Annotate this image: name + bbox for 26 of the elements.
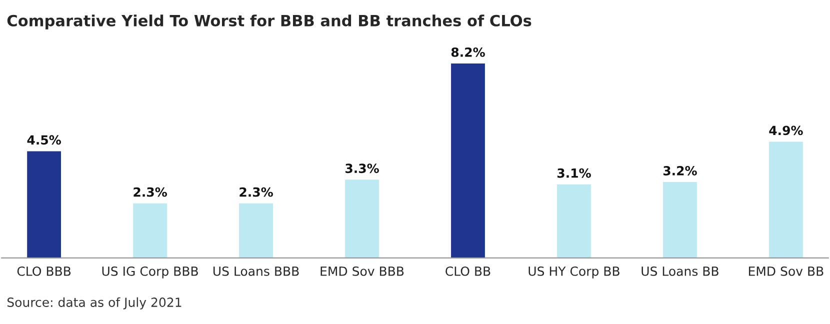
x-tick-label: US HY Corp BB: [528, 266, 620, 278]
x-tick-label: CLO BBB: [17, 266, 71, 276]
data-label: 4.9%: [769, 126, 803, 136]
bar: [345, 180, 379, 258]
bar: [557, 184, 591, 258]
x-tick-label: US IG Corp BBB: [102, 266, 198, 278]
bar: [239, 203, 273, 258]
data-label: 3.3%: [346, 164, 379, 174]
data-label: 8.2%: [451, 47, 485, 57]
data-label: 4.5%: [27, 135, 61, 145]
x-tick-label: US Loans BBB: [213, 266, 299, 276]
chart-title: Comparative Yield To Worst for BBB and BB tranches of CLOs: [7, 14, 532, 30]
bar: [451, 64, 485, 258]
x-tick-label: EMD Sov BBB: [320, 266, 404, 276]
x-tick-label: US Loans BB: [642, 266, 718, 276]
x-tick-label: EMD Sov BB: [748, 266, 824, 276]
data-label: 3.2%: [663, 166, 697, 176]
bar: [663, 182, 697, 258]
source-note: Source: data as of July 2021: [7, 297, 182, 310]
bar: [768, 142, 803, 258]
bar: [27, 151, 62, 258]
data-label: 2.3%: [240, 187, 273, 197]
bar: [133, 203, 167, 258]
x-tick-label: CLO BB: [446, 266, 490, 276]
data-label: 2.3%: [134, 187, 167, 197]
data-label: 3.1%: [557, 168, 591, 178]
